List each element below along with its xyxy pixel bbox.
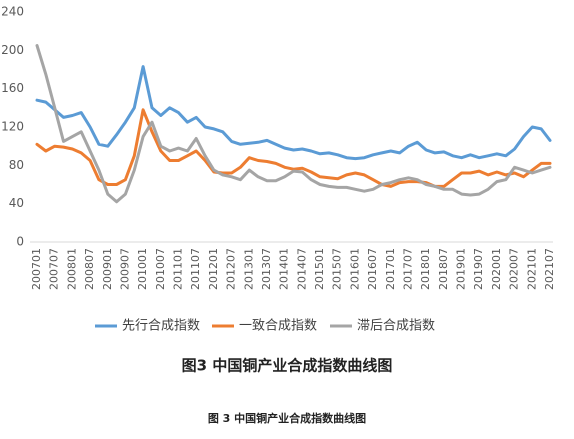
x-tick-label: 201107 (189, 248, 202, 290)
x-tick-label: 200807 (83, 248, 96, 290)
y-tick-label: 200 (1, 43, 24, 57)
x-tick-label: 201207 (225, 248, 238, 290)
caption: 图 3 中国铜产业合成指数曲线图 (208, 411, 366, 425)
chart-title: 图3 中国铜产业合成指数曲线图 (182, 357, 393, 375)
x-tick-label: 201907 (472, 248, 485, 290)
x-tick-label: 201001 (136, 248, 149, 290)
y-tick-label: 0 (16, 235, 24, 249)
x-tick-label: 200701 (30, 248, 43, 290)
line-series (35, 108, 552, 188)
x-tick-label: 201401 (278, 248, 291, 290)
y-tick-label: 160 (1, 81, 24, 95)
x-tick-label: 201507 (331, 248, 344, 290)
y-tick-label: 40 (9, 196, 24, 210)
x-tick-label: 201701 (384, 248, 397, 290)
x-tick-label: 201501 (313, 248, 326, 290)
x-tick-label: 201801 (419, 248, 432, 290)
x-tick-label: 201807 (437, 248, 450, 290)
x-tick-label: 201901 (455, 248, 468, 290)
x-tick-label: 202001 (490, 248, 503, 290)
legend-label: 先行合成指数 (122, 319, 200, 334)
y-tick-label: 80 (9, 158, 24, 172)
legend-label: 滞后合成指数 (357, 319, 435, 334)
x-tick-label: 201601 (348, 248, 361, 290)
x-tick-label: 201301 (242, 248, 255, 290)
legend-label: 一致合成指数 (239, 319, 317, 334)
y-tick-label: 240 (1, 5, 24, 19)
x-tick-label: 200901 (101, 248, 114, 290)
x-tick-label: 201101 (172, 248, 185, 290)
x-tick-label: 201407 (295, 248, 308, 290)
line-series (35, 65, 552, 161)
x-tick-label: 200801 (65, 248, 78, 290)
x-tick-label: 202007 (508, 248, 521, 290)
x-tick-label: 201707 (401, 248, 414, 290)
x-tick-label: 201307 (260, 248, 273, 290)
x-tick-label: 202107 (543, 248, 556, 290)
x-tick-label: 202101 (525, 248, 538, 290)
x-tick-label: 201007 (154, 248, 167, 290)
y-tick-label: 120 (1, 120, 24, 134)
x-tick-label: 201201 (207, 248, 220, 290)
x-tick-label: 200907 (118, 248, 131, 290)
x-tick-label: 200707 (48, 248, 61, 290)
line-series (35, 44, 552, 204)
x-tick-label: 201607 (366, 248, 379, 290)
